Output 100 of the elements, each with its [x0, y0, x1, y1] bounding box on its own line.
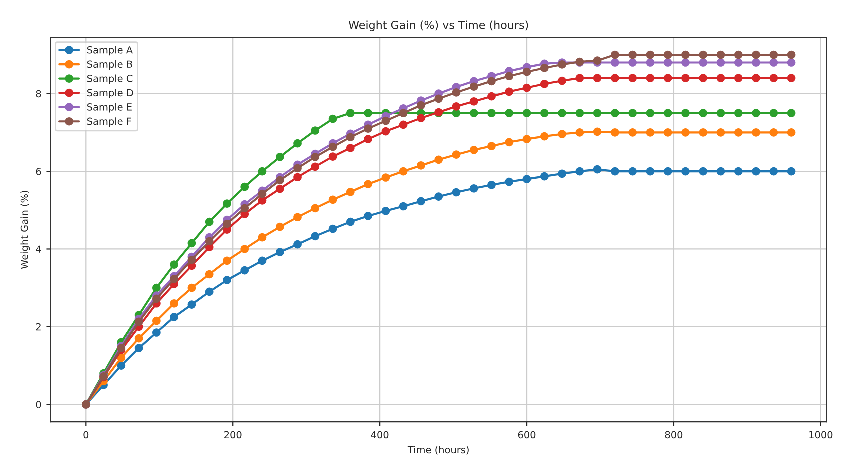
point [699, 74, 708, 82]
point [682, 109, 690, 118]
point [505, 72, 514, 81]
point [522, 68, 532, 76]
point [258, 256, 267, 266]
point [417, 162, 426, 170]
point [452, 88, 461, 97]
point [328, 114, 338, 124]
point [682, 74, 690, 82]
point [505, 88, 514, 96]
point [452, 102, 461, 111]
point [452, 150, 461, 160]
point [170, 313, 178, 322]
point [505, 138, 514, 147]
point [699, 58, 708, 67]
point [787, 109, 796, 118]
point [752, 50, 760, 60]
point [716, 50, 726, 60]
point [576, 74, 584, 82]
point [382, 127, 390, 136]
point [522, 135, 532, 144]
point [646, 58, 655, 67]
point [540, 172, 549, 181]
legend-label: Sample A [87, 46, 133, 56]
point [611, 109, 620, 118]
point [276, 153, 284, 162]
point [328, 196, 338, 204]
point [734, 128, 743, 137]
point [540, 64, 549, 72]
point [664, 167, 672, 176]
point [311, 126, 320, 135]
point [117, 362, 126, 370]
point [223, 220, 232, 228]
point [699, 167, 708, 176]
point [188, 284, 196, 292]
point [328, 142, 338, 152]
legend-label: Sample F [87, 118, 132, 128]
point [522, 175, 532, 184]
point [170, 299, 178, 308]
point [734, 50, 743, 60]
point [699, 50, 708, 60]
point [188, 239, 196, 248]
point [205, 270, 214, 279]
point [346, 133, 355, 142]
point [328, 224, 338, 234]
x-tick-label: 800 [665, 431, 683, 439]
legend-label: Sample E [87, 103, 132, 113]
point [294, 213, 302, 222]
point [382, 116, 390, 126]
point [188, 256, 196, 264]
point [488, 77, 496, 86]
point [328, 152, 338, 161]
point [134, 318, 144, 326]
point [382, 206, 390, 216]
point [240, 245, 250, 254]
y-tick-label: 8 [36, 90, 42, 98]
point [593, 109, 602, 118]
point [664, 50, 672, 60]
point [434, 94, 444, 104]
legend-label: Sample C [87, 74, 133, 84]
point [628, 109, 637, 118]
point [399, 167, 408, 176]
point [294, 173, 302, 182]
point [682, 128, 690, 137]
point [258, 167, 267, 176]
point [364, 212, 372, 220]
point [240, 182, 250, 192]
point [434, 192, 444, 201]
point [770, 58, 778, 67]
point [787, 74, 796, 82]
point [734, 58, 743, 67]
point [752, 128, 760, 137]
point [205, 237, 214, 246]
point [734, 109, 743, 118]
point [294, 139, 302, 148]
point [311, 232, 320, 241]
point [170, 274, 178, 284]
point [664, 128, 672, 137]
point [628, 74, 637, 82]
point [258, 190, 267, 198]
point [134, 334, 144, 343]
point [682, 58, 690, 67]
point [434, 156, 444, 164]
point [488, 109, 496, 118]
point [240, 204, 250, 213]
point [470, 146, 478, 154]
point [628, 50, 637, 60]
point [576, 128, 584, 137]
point [628, 128, 637, 137]
point [311, 153, 320, 162]
point [152, 294, 161, 304]
point [664, 74, 672, 82]
point [716, 167, 726, 176]
point [770, 167, 778, 176]
point [399, 120, 408, 130]
x-tick-label: 200 [224, 431, 242, 439]
point [593, 74, 602, 82]
point [276, 176, 284, 185]
point [611, 58, 620, 67]
point [540, 132, 549, 141]
